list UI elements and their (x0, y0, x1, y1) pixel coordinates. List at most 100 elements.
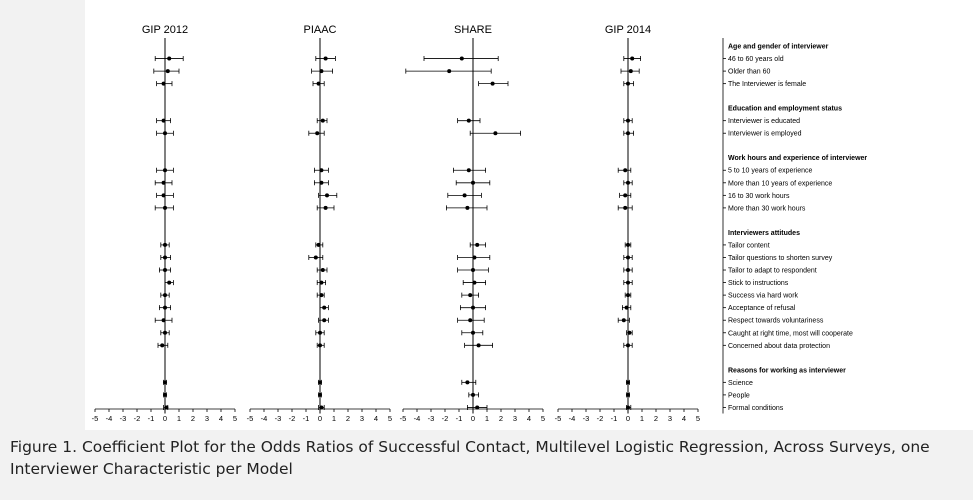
estimate-point (471, 392, 475, 397)
estimate-point (316, 242, 321, 247)
estimate-point (626, 392, 630, 397)
x-tick-label: 5 (696, 414, 700, 423)
x-tick-label: 4 (219, 414, 223, 423)
x-tick-label: 3 (360, 414, 364, 423)
estimate-point (316, 81, 321, 86)
estimate-point (626, 255, 630, 260)
plot-area (85, 0, 973, 430)
item-label: The Interviewer is female (728, 81, 806, 88)
estimate-point (325, 193, 329, 198)
x-tick-label: -3 (428, 414, 435, 423)
estimate-point (163, 131, 167, 136)
estimate-point (468, 318, 473, 323)
item-label: More than 30 work hours (728, 205, 806, 212)
estimate-point (465, 205, 470, 210)
estimate-point (626, 131, 630, 136)
x-tick-label: -1 (303, 414, 310, 423)
item-label: 5 to 10 years of experience (728, 168, 813, 175)
estimate-point (626, 280, 630, 285)
estimate-point (626, 343, 630, 348)
estimate-point (472, 280, 477, 285)
item-label: Caught at right time, most will cooperat… (728, 330, 853, 337)
estimate-point (313, 255, 318, 260)
panel-title: PIAAC (303, 24, 336, 36)
x-tick-label: -1 (148, 414, 155, 423)
x-tick-label: 4 (374, 414, 378, 423)
estimate-point (161, 318, 166, 323)
x-tick-label: -4 (414, 414, 421, 423)
group-label: Work hours and experience of interviewer (728, 155, 867, 162)
x-tick-label: -2 (442, 414, 449, 423)
estimate-point (623, 205, 628, 210)
coefficient-plot: GIP 2012 -5 -4 -3 -2 -1 0 1 2 3 4 5 PIAAC -5 -4 -3 -2 -1 0… (92, 24, 868, 423)
x-tick-label: 5 (388, 414, 392, 423)
x-tick-label: 1 (177, 414, 181, 423)
estimate-point (163, 268, 167, 273)
estimate-point (315, 131, 320, 136)
estimate-point (466, 118, 471, 123)
item-label: Science (728, 380, 753, 387)
estimate-point (490, 81, 495, 86)
estimate-point (163, 330, 167, 335)
estimate-point (161, 81, 166, 86)
x-tick-label: 3 (668, 414, 672, 423)
x-tick-label: -3 (120, 414, 127, 423)
estimate-point (165, 69, 170, 74)
estimate-point (319, 180, 324, 185)
item-label: Acceptance of refusal (728, 305, 796, 312)
item-label: Respect towards voluntariness (728, 318, 824, 325)
estimate-point (163, 255, 167, 260)
estimate-point (318, 343, 322, 348)
x-tick-label: 1 (640, 414, 644, 423)
estimate-point (626, 242, 630, 247)
estimate-point (447, 69, 452, 74)
x-tick-label: 4 (527, 414, 531, 423)
estimate-point (466, 168, 471, 173)
estimate-point (319, 405, 324, 410)
item-label: Concerned about data protection (728, 343, 830, 350)
estimate-point (493, 131, 498, 136)
estimate-point (161, 180, 166, 185)
estimate-point (160, 343, 165, 348)
estimate-point (468, 293, 473, 298)
x-tick-label: 5 (233, 414, 237, 423)
estimate-point (623, 168, 628, 173)
x-tick-label: -5 (92, 414, 99, 423)
x-tick-label: 3 (513, 414, 517, 423)
estimate-point (163, 168, 167, 173)
estimate-point (465, 380, 470, 385)
x-tick-label: 2 (654, 414, 658, 423)
estimate-point (167, 280, 172, 285)
estimate-point (319, 69, 324, 74)
group-label: Age and gender of interviewer (728, 44, 829, 51)
estimate-point (319, 280, 324, 285)
x-tick-label: -2 (597, 414, 604, 423)
estimate-point (163, 293, 167, 298)
estimate-point (624, 305, 629, 310)
estimate-point (471, 268, 475, 273)
estimate-point (626, 118, 630, 123)
x-tick-label: -4 (106, 414, 113, 423)
estimate-point (475, 242, 480, 247)
item-label: Tailor to adapt to respondent (728, 268, 817, 275)
x-tick-label: 2 (499, 414, 503, 423)
estimate-point (163, 392, 167, 397)
estimate-point (318, 380, 322, 385)
estimate-point (320, 268, 325, 273)
item-label: Older than 60 (728, 69, 771, 76)
item-label: 16 to 30 work hours (728, 193, 790, 200)
x-tick-label: 0 (626, 414, 630, 423)
estimate-point (623, 193, 628, 198)
estimate-point (161, 118, 166, 123)
estimate-point (626, 180, 630, 185)
x-tick-label: -2 (289, 414, 296, 423)
panel-title: SHARE (454, 24, 492, 36)
item-label: Interviewer is employed (728, 131, 802, 138)
x-tick-label: 0 (318, 414, 322, 423)
estimate-point (459, 56, 464, 61)
estimate-point (471, 330, 475, 335)
x-tick-label: 0 (163, 414, 167, 423)
x-tick-label: 4 (682, 414, 686, 423)
estimate-point (626, 293, 630, 298)
x-tick-label: 3 (205, 414, 209, 423)
